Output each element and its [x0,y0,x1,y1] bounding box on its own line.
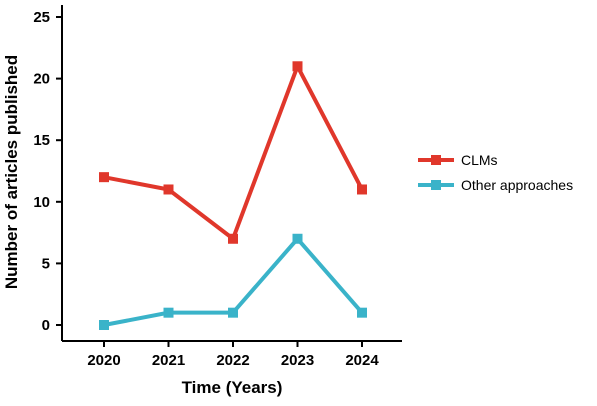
x-tick-label: 2024 [345,352,379,369]
series-line [103,61,364,242]
legend-item: Other approaches [418,177,573,193]
data-point [99,172,109,183]
y-tick-label: 0 [42,317,50,334]
y-tick-label: 10 [33,194,50,211]
data-point [163,184,174,195]
data-point [357,307,367,318]
x-tick-label: 2021 [152,352,185,369]
x-tick-label: 2020 [87,352,120,369]
legend: CLMs Other approaches [418,152,573,193]
y-tick-label: 5 [42,255,50,272]
y-tick-label: 20 [33,71,50,88]
data-point [163,307,174,318]
data-point [357,184,367,195]
data-point [292,233,303,244]
series-layer [99,61,367,330]
legend-marker [431,155,441,165]
data-point [292,61,303,72]
y-tick-label: 15 [33,132,50,149]
data-point [228,307,238,318]
legend-item: CLMs [418,152,498,168]
series-2 [99,233,367,330]
axes: 0 5 10 15 20 25 2020 2021 2022 2023 2024 [33,5,402,369]
legend-label: CLMs [461,152,498,168]
data-point [99,320,109,330]
legend-label: Other approaches [461,177,573,193]
y-tick-label: 25 [33,9,50,26]
x-axis-title: Time (Years) [182,378,283,397]
x-tick-label: 2023 [281,352,314,369]
y-axis-title: Number of articles published [2,55,21,289]
data-point [228,233,238,244]
x-tick-label: 2022 [216,352,249,369]
legend-marker [431,180,441,190]
series-1 [99,61,367,244]
